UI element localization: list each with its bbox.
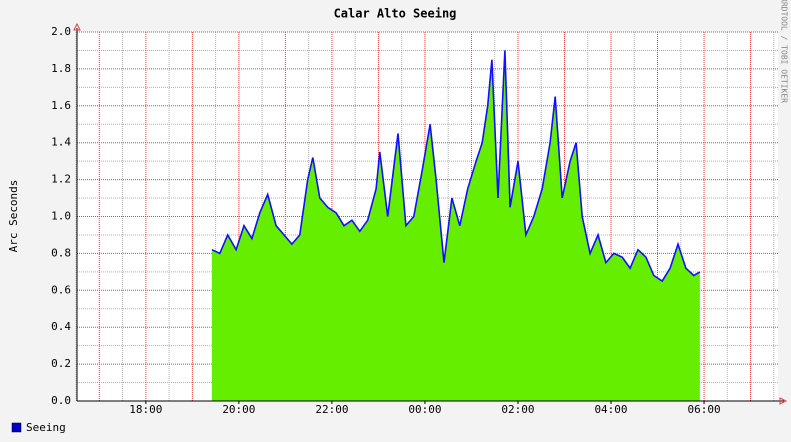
y-tick-label: 1.0 — [51, 210, 71, 223]
area — [211, 50, 700, 402]
line — [211, 50, 701, 283]
y-tick-label: 0.0 — [51, 394, 71, 407]
watermark: RRDTOOL / TOBI OETIKER — [780, 0, 789, 103]
x-tick-label: 02:00 — [501, 403, 534, 416]
x-tick-label: 04:00 — [594, 403, 627, 416]
x-tick-label: 22:00 — [315, 403, 348, 416]
x-tick-label: 18:00 — [129, 403, 162, 416]
chart-title: Calar Alto Seeing — [334, 7, 457, 21]
y-tick-label: 1.6 — [51, 99, 71, 112]
y-tick-label: 0.2 — [51, 357, 71, 370]
x-tick-label: 20:00 — [222, 403, 255, 416]
y-tick-label: 0.6 — [51, 283, 71, 296]
y-tick-label: 1.8 — [51, 62, 71, 75]
y-tick-label: 0.4 — [51, 320, 71, 333]
x-tick-label: 06:00 — [687, 403, 720, 416]
y-tick-label: 0.8 — [51, 246, 71, 259]
legend-swatch — [11, 422, 22, 433]
y-tick-label: 1.2 — [51, 173, 71, 186]
axis-arrow — [779, 397, 788, 405]
y-axis-label: Arc Seconds — [7, 180, 20, 253]
legend-label: Seeing — [26, 421, 66, 434]
axis-arrow — [73, 22, 81, 31]
y-tick-label: 2.0 — [51, 25, 71, 38]
y-tick-label: 1.4 — [51, 136, 71, 149]
x-tick-label: 00:00 — [408, 403, 441, 416]
